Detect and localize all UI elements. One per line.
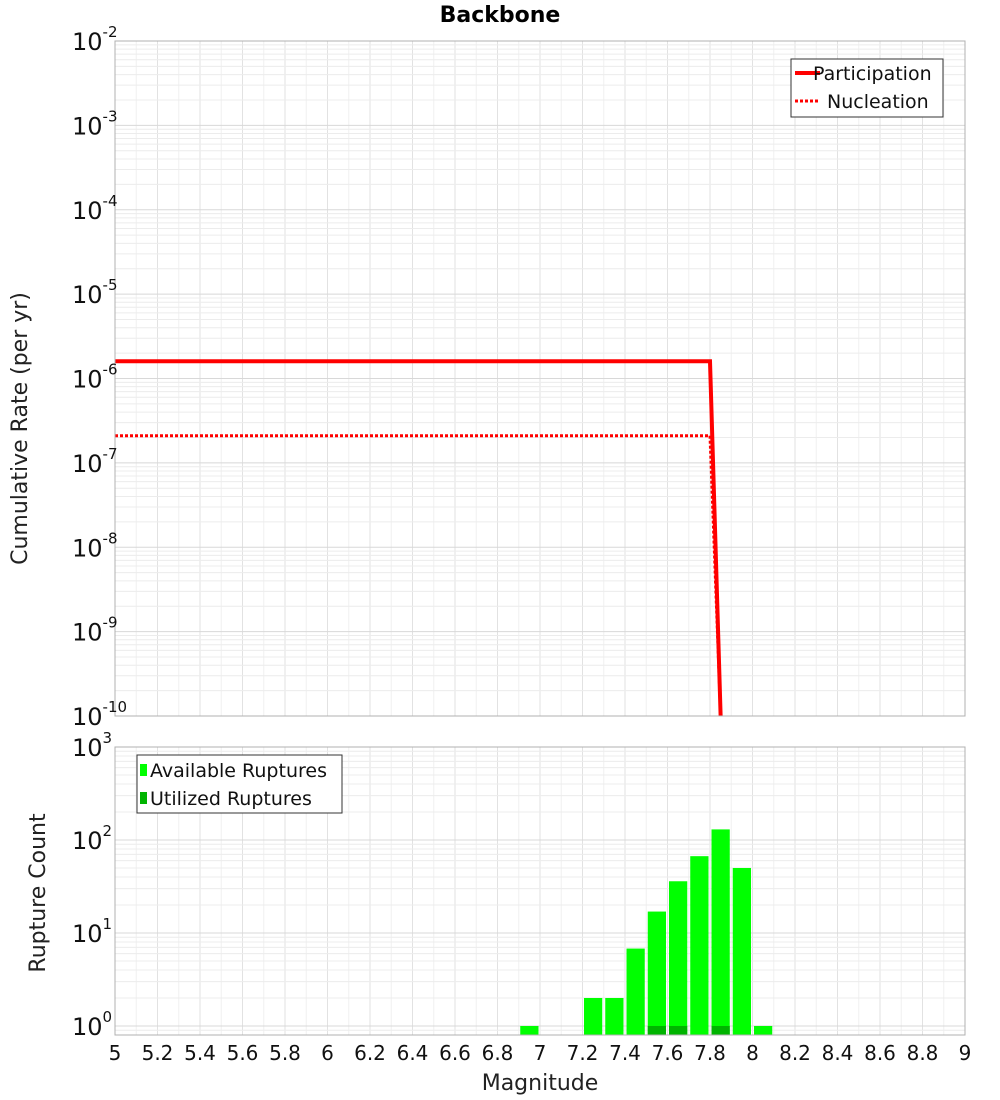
x-tick-label: 8.8 [907,1041,939,1065]
x-tick-label: 5.8 [269,1041,301,1065]
rate-plot-border [114,40,966,717]
available-bar [754,1025,773,1035]
rate-legend: Participation Nucleation [790,58,944,118]
x-tick-label: 6.8 [482,1041,514,1065]
rate-plot: 10-10 10-9 10-8 10-7 10-6 10-5 10-4 10-3 10-2 Cum… [8,23,966,731]
rate-legend-box [790,58,944,118]
count-plot-border [114,746,966,1036]
x-tick-label: 7.4 [609,1041,641,1065]
count-ytick-label: 100 [72,1008,112,1041]
count-legend-box [136,754,343,814]
x-tick-label: 6 [321,1041,334,1065]
series-line-nucleation [115,434,723,717]
x-tick-label: 6.6 [439,1041,471,1065]
x-tick-label: 8.4 [822,1041,854,1065]
rate-ytick-label: 10-2 [72,23,118,56]
x-tick-label: 9 [959,1041,972,1065]
available-bar [626,948,645,1035]
count-y-axis-label: Rupture Count [26,813,51,973]
count-legend: Available Ruptures Utilized Ruptures [136,754,343,814]
legend-label-available-ruptures: Available Ruptures [150,760,327,782]
rate-ytick-label: 10-5 [72,276,118,309]
x-tick-label: 5.6 [227,1041,259,1065]
chart-title: Backbone [440,3,561,28]
utilized-bar [647,1025,666,1035]
legend-label-utilized-ruptures: Utilized Ruptures [150,788,312,810]
x-tick-label: 8.2 [779,1041,811,1065]
legend-label-participation: Participation [813,63,932,85]
available-bar [605,997,624,1035]
available-bar [584,997,603,1035]
x-tick-label: 5.4 [184,1041,216,1065]
available-bar [690,856,709,1035]
x-tick-label: 5.2 [142,1041,174,1065]
rate-ytick-label: 10-4 [72,192,118,225]
x-tick-label: 8.6 [864,1041,896,1065]
rate-ytick-label: 10-9 [72,614,118,647]
x-tick-label: 7.2 [567,1041,599,1065]
rate-ytick-label: 10-3 [72,107,118,140]
utilized-bar [711,1025,730,1035]
legend-label-nucleation: Nucleation [827,91,929,113]
x-tick-label: 7 [534,1041,547,1065]
count-ytick-label: 103 [72,729,112,762]
x-tick-label: 6.2 [354,1041,386,1065]
available-bar [520,1025,539,1035]
available-bar [647,911,666,1035]
rate-y-axis-label: Cumulative Rate (per yr) [8,292,33,565]
available-bar [711,829,730,1035]
x-tick-label: 6.4 [397,1041,429,1065]
available-bar [669,881,688,1035]
x-tick-label: 7.6 [652,1041,684,1065]
rate-ytick-label: 10-10 [72,698,127,731]
x-axis-label: Magnitude [482,1071,599,1096]
rate-ytick-label: 10-6 [72,361,118,394]
utilized-bar [669,1025,688,1035]
x-tick-label: 5 [109,1041,122,1065]
count-ytick-label: 101 [72,915,112,948]
legend-swatch-available-ruptures [140,764,147,776]
count-ytick-label: 102 [72,822,112,855]
rate-ytick-label: 10-8 [72,529,118,562]
legend-swatch-utilized-ruptures [140,792,147,804]
available-bar [732,867,751,1035]
x-tick-label: 8 [746,1041,759,1065]
rate-ytick-label: 10-7 [72,445,118,478]
x-tick-label: 7.8 [694,1041,726,1065]
